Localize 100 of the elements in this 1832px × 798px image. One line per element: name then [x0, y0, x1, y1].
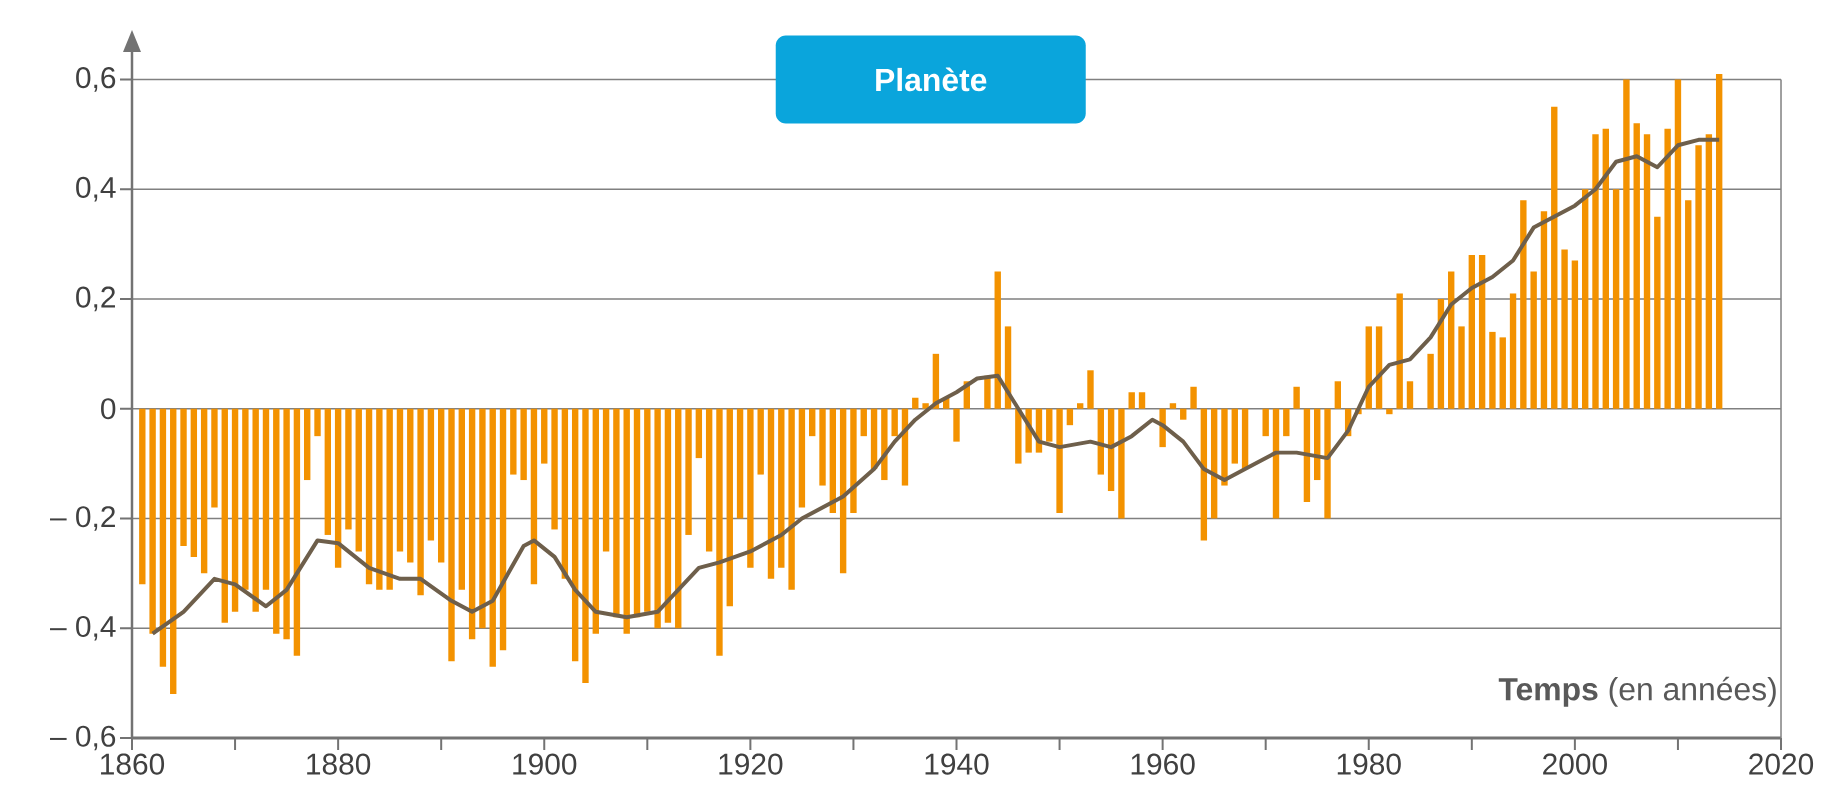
bar: [530, 408, 538, 585]
bar: [829, 408, 837, 513]
chart-title: Planète: [876, 67, 987, 92]
bar: [1324, 408, 1331, 519]
y-tick-label: – 0,2: [50, 506, 115, 531]
bar: [881, 408, 888, 481]
bar: [1221, 408, 1228, 486]
bar: [407, 408, 414, 563]
bar: [1602, 128, 1609, 409]
bar: [1561, 249, 1568, 409]
y-tick-label: – 0,4: [50, 615, 116, 641]
bar: [1489, 331, 1496, 409]
y-tick-label: 0,2: [76, 286, 115, 312]
bar: [551, 408, 558, 530]
bar: [685, 408, 692, 535]
bar: [716, 408, 723, 656]
bar: [510, 408, 517, 475]
bar: [1530, 271, 1537, 409]
y-tick-label: 0,6: [76, 67, 116, 92]
bar: [953, 408, 960, 442]
bar: [365, 408, 373, 585]
bar: [1509, 293, 1517, 409]
bar: [1458, 326, 1465, 409]
bar: [1386, 408, 1393, 415]
bar: [654, 408, 661, 629]
bar: [1571, 260, 1579, 409]
bar: [798, 408, 806, 508]
bar: [1540, 211, 1548, 409]
bar: [427, 408, 435, 541]
bar: [809, 408, 816, 437]
bar: [1427, 353, 1434, 409]
bar: [252, 408, 259, 612]
bar: [386, 408, 393, 590]
bar: [190, 408, 198, 557]
bar: [242, 408, 249, 590]
bar: [334, 408, 342, 568]
bar: [1478, 255, 1486, 409]
bar: [180, 408, 187, 546]
bar: [1520, 200, 1527, 409]
bar: [1231, 408, 1238, 464]
bar: [211, 408, 218, 508]
x-tick-label: 2020: [1749, 753, 1814, 775]
bar: [675, 408, 682, 629]
bar: [1715, 73, 1723, 409]
bar: [1066, 408, 1074, 426]
bar: [489, 408, 496, 667]
bar: [582, 408, 589, 684]
bar: [747, 408, 754, 568]
bar: [571, 408, 579, 662]
bar: [304, 408, 311, 481]
bar: [1087, 370, 1094, 409]
bar: [1551, 106, 1558, 409]
bar: [891, 408, 898, 437]
bar: [314, 408, 321, 437]
x-tick-label: 1940: [925, 753, 989, 775]
bar: [499, 408, 507, 651]
bar: [1046, 408, 1053, 442]
bar: [355, 408, 362, 552]
bar: [1334, 381, 1342, 409]
bar: [1643, 134, 1651, 409]
bar: [1118, 408, 1125, 519]
bar: [520, 408, 527, 481]
bar: [417, 408, 424, 596]
bar: [644, 408, 651, 612]
bar: [262, 408, 270, 590]
bar: [664, 408, 672, 623]
bar: [283, 408, 290, 640]
bar: [1076, 403, 1084, 409]
y-tick-label: 0,4: [76, 176, 116, 202]
bar: [1633, 123, 1640, 409]
bar: [912, 397, 919, 409]
y-tick-label: 0: [101, 398, 116, 420]
bar: [293, 408, 301, 656]
bar: [767, 408, 775, 579]
bar: [448, 408, 455, 662]
bar: [1190, 386, 1197, 409]
bar: [592, 408, 599, 634]
bar: [376, 408, 383, 590]
bar: [139, 408, 146, 585]
bar: [994, 271, 1001, 409]
bar: [1128, 392, 1135, 409]
bar: [1180, 408, 1187, 420]
bar: [1685, 200, 1692, 409]
bar: [1262, 408, 1269, 437]
bar: [705, 408, 713, 552]
bar: [1169, 403, 1177, 409]
bar: [458, 408, 465, 590]
bar: [1664, 128, 1671, 409]
bar: [788, 408, 795, 590]
x-tick-label: 1980: [1337, 753, 1401, 775]
bar: [231, 408, 239, 612]
bar: [468, 408, 476, 640]
bar: [561, 408, 569, 579]
bar: [850, 408, 857, 513]
x-axis-title: Temps (en années): [1498, 676, 1776, 707]
bar: [839, 408, 847, 574]
y-tick-label: – 0,6: [50, 725, 116, 751]
bar: [159, 408, 167, 667]
bar: [1654, 216, 1661, 409]
bar: [1241, 408, 1249, 470]
